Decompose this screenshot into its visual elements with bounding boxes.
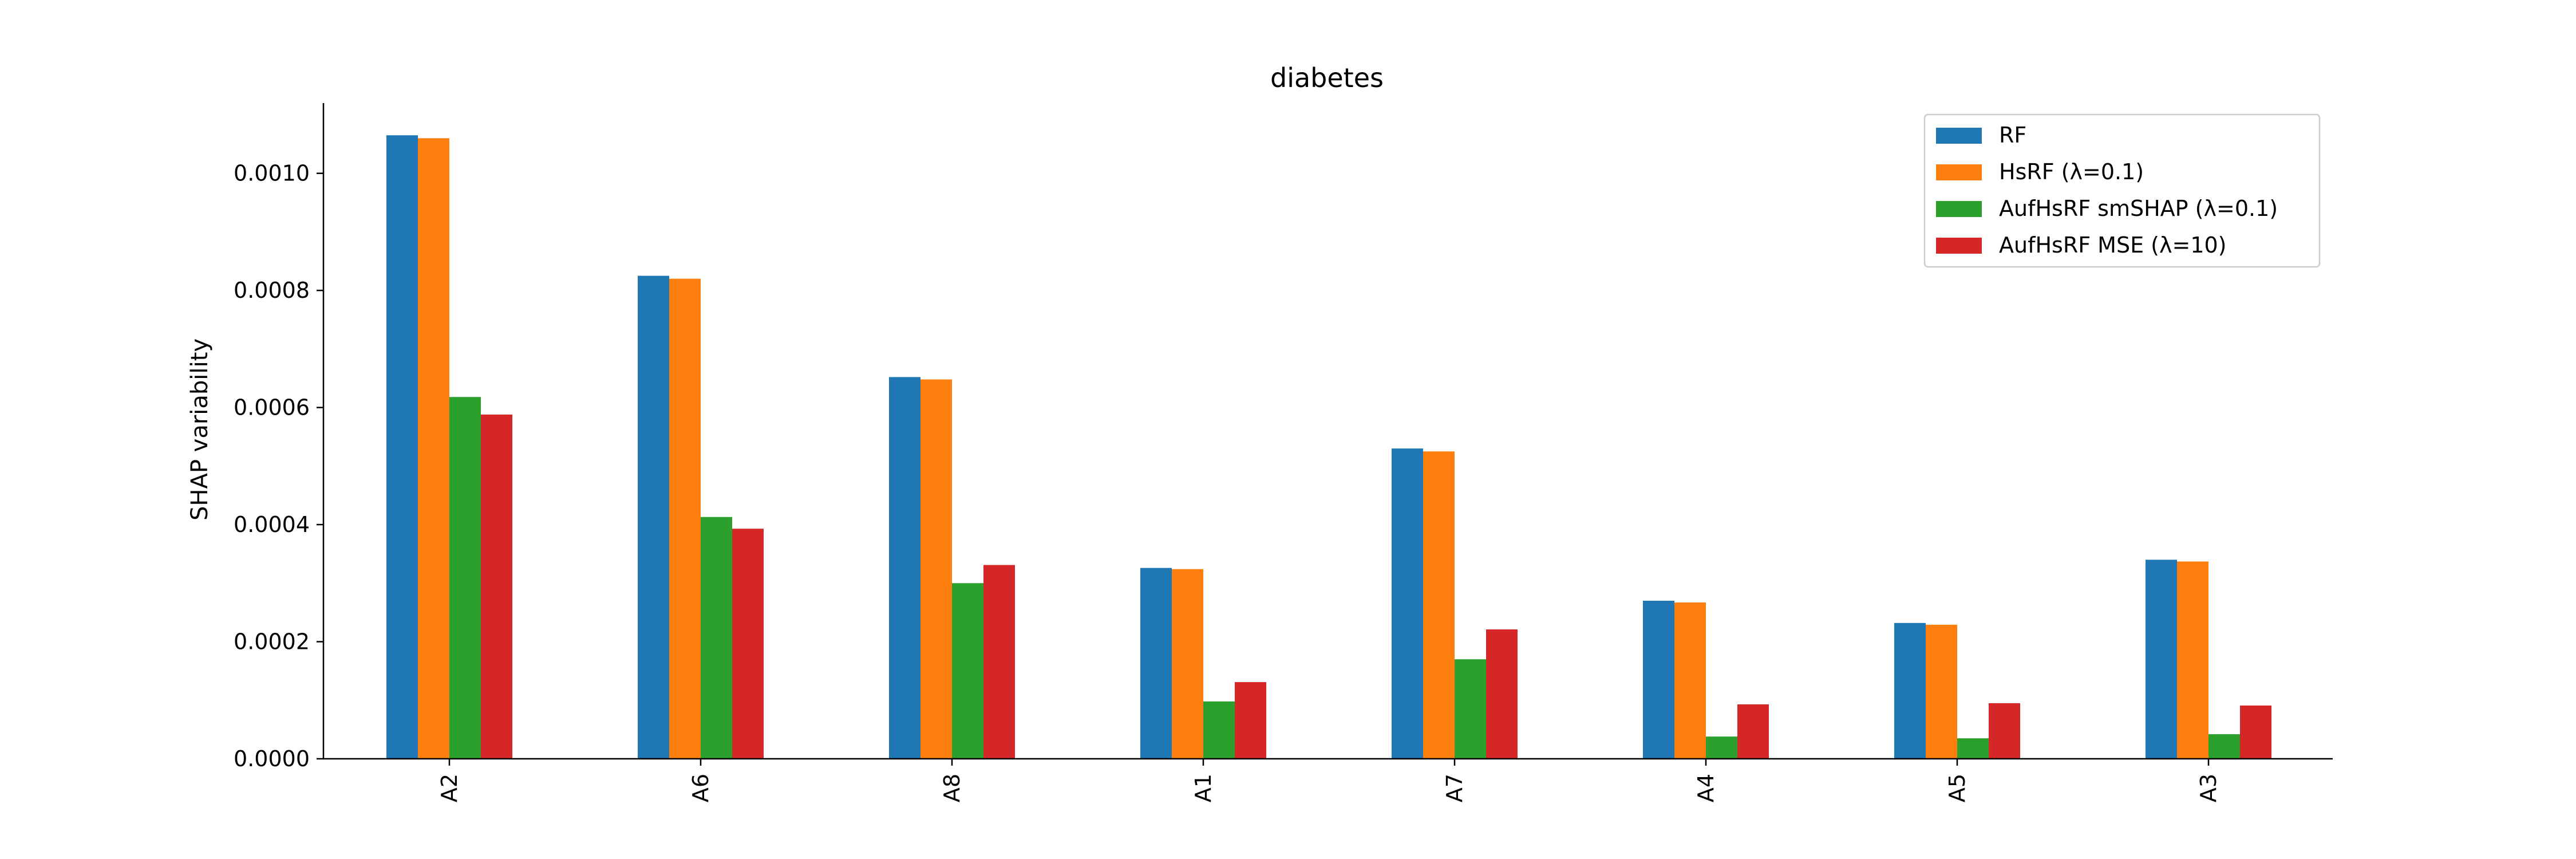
- x-tick-label-A5: A5: [1945, 774, 1970, 802]
- x-tick-label-A6: A6: [688, 774, 713, 802]
- y-ticks: 0.0000 0.0002 0.0004 0.0006 0.0008 0.0010: [234, 161, 323, 771]
- y-tick-label: 0.0000: [234, 746, 310, 771]
- bar-A6-series-3: [701, 517, 732, 759]
- bar-A6-series-4: [732, 529, 764, 759]
- legend-swatch-series-4: [1936, 238, 1982, 254]
- bar-A6-series-1: [638, 275, 669, 759]
- x-ticks: A2 A6 A8 A1 A7 A4 A5 A3: [437, 759, 2221, 802]
- legend-swatch-series-2: [1936, 164, 1982, 180]
- bar-A8-series-2: [920, 379, 952, 759]
- bar-A1-series-1: [1140, 568, 1172, 759]
- bar-A7-series-1: [1392, 448, 1423, 759]
- y-tick-label: 0.0006: [234, 395, 310, 420]
- bar-A2-series-2: [418, 138, 449, 759]
- bar-A5-series-1: [1894, 622, 1926, 759]
- bar-A1-series-3: [1203, 701, 1235, 759]
- x-tick-label-A7: A7: [1442, 774, 1467, 802]
- bar-A5-series-2: [1926, 624, 1957, 759]
- bar-A7-series-4: [1486, 629, 1518, 759]
- x-tick-label-A3: A3: [2196, 774, 2221, 802]
- legend-label-series-1: RF: [1999, 123, 2026, 148]
- bar-A8-series-3: [952, 583, 983, 759]
- y-tick-label: 0.0008: [234, 278, 310, 303]
- bar-A4-series-4: [1737, 704, 1769, 759]
- bars-group: [386, 135, 2271, 759]
- legend-label-series-2: HsRF (λ=0.1): [1999, 159, 2144, 184]
- bar-A3-series-4: [2240, 705, 2271, 759]
- bar-A6-series-2: [669, 278, 701, 759]
- x-tick-label-A8: A8: [939, 774, 965, 802]
- y-tick-label: 0.0004: [234, 512, 310, 537]
- bar-A7-series-3: [1455, 659, 1486, 759]
- bar-A3-series-2: [2177, 561, 2208, 759]
- bar-A4-series-1: [1643, 600, 1674, 759]
- bar-A8-series-1: [889, 377, 920, 759]
- x-tick-label-A2: A2: [437, 774, 462, 802]
- legend-label-series-3: AufHsRF smSHAP (λ=0.1): [1999, 196, 2278, 221]
- bar-A7-series-2: [1423, 451, 1455, 759]
- x-tick-label-A1: A1: [1191, 774, 1216, 802]
- bar-A3-series-1: [2146, 559, 2177, 759]
- bar-A2-series-1: [386, 135, 418, 759]
- bar-A1-series-2: [1172, 569, 1203, 759]
- y-axis-label: SHAP variability: [187, 338, 213, 521]
- legend-swatch-series-1: [1936, 128, 1982, 144]
- legend-frame: [1923, 113, 2321, 268]
- bar-A1-series-4: [1235, 682, 1266, 759]
- bar-A4-series-3: [1706, 736, 1737, 759]
- legend-swatch-series-3: [1936, 201, 1982, 217]
- bar-A5-series-4: [1989, 703, 2020, 759]
- bar-A2-series-3: [449, 397, 481, 759]
- bar-A4-series-2: [1674, 602, 1706, 759]
- bar-A3-series-3: [2208, 734, 2240, 759]
- y-tick-label: 0.0002: [234, 629, 310, 655]
- bar-A2-series-4: [481, 414, 512, 759]
- chart-title: diabetes: [1270, 62, 1384, 93]
- legend: RF HsRF (λ=0.1) AufHsRF smSHAP (λ=0.1) AufH…: [1923, 113, 2321, 268]
- bar-A5-series-3: [1957, 738, 1989, 759]
- bar-A8-series-4: [983, 565, 1015, 759]
- x-tick-label-A4: A4: [1693, 774, 1718, 802]
- legend-label-series-4: AufHsRF MSE (λ=10): [1999, 233, 2227, 258]
- y-tick-label: 0.0010: [234, 161, 310, 186]
